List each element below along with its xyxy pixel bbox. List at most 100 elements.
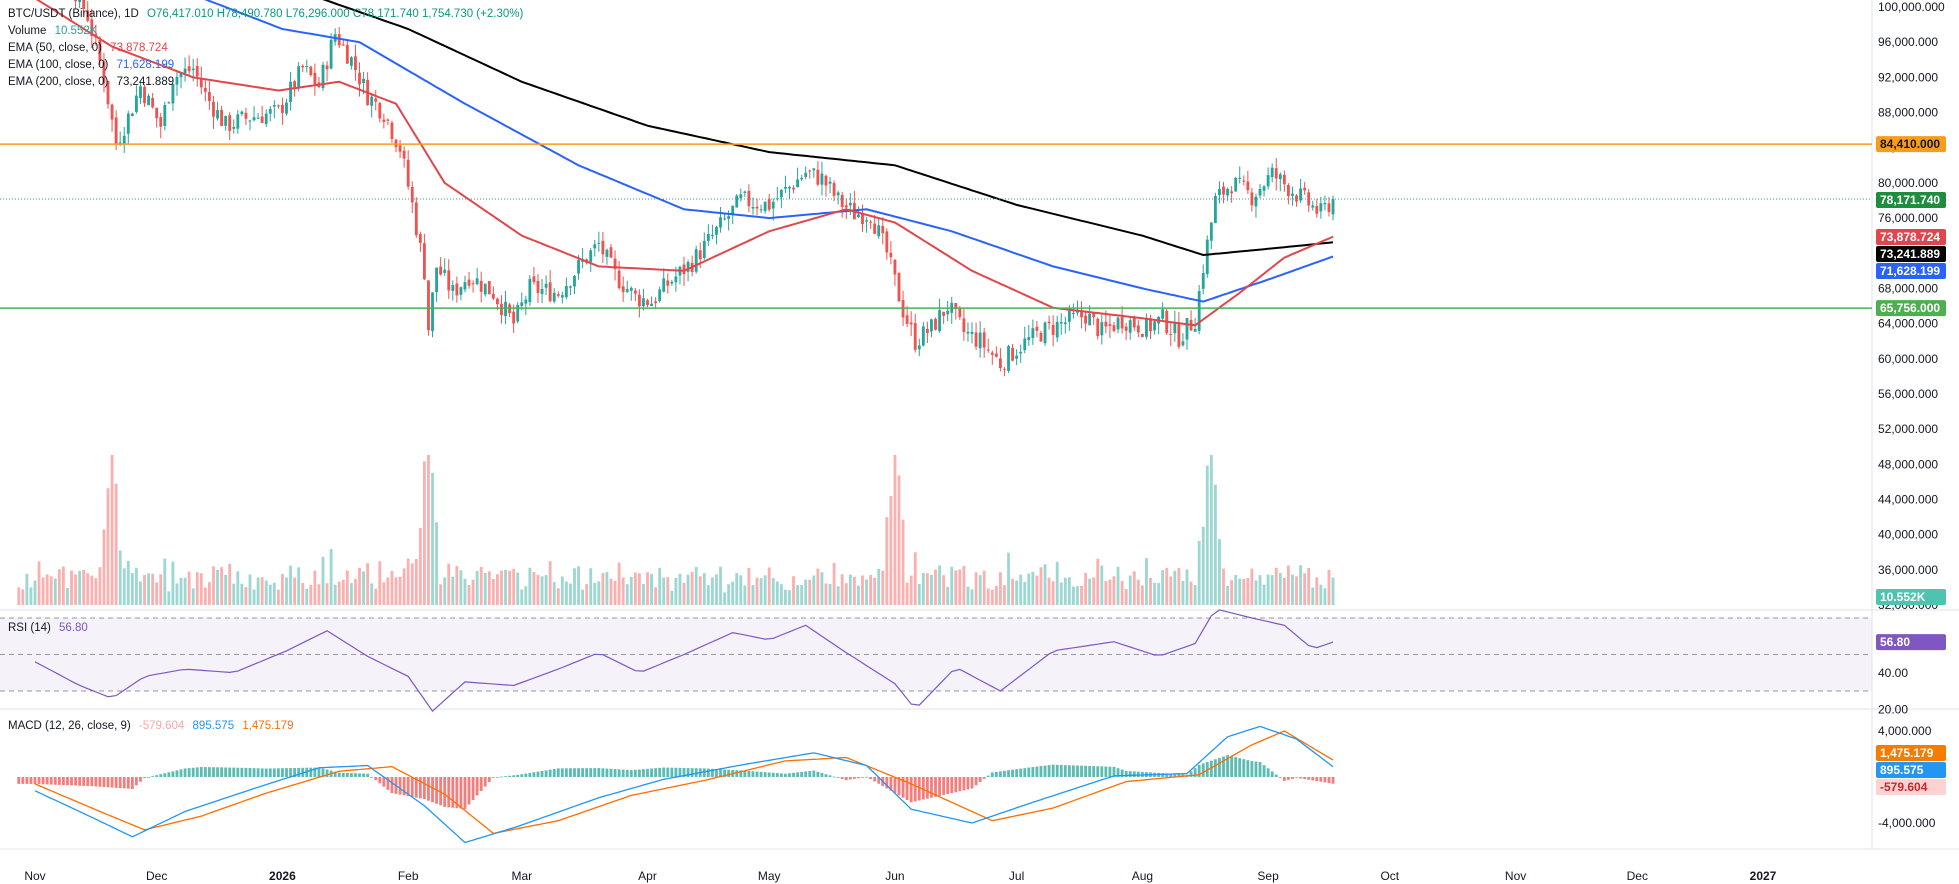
macd-legend[interactable]: MACD (12, 26, close, 9) -579.604 895.575…	[8, 718, 298, 734]
candle-body	[536, 281, 540, 293]
volume-bar	[216, 569, 219, 605]
candle-body	[800, 177, 804, 180]
macd-tick-label: 4,000.000	[1878, 724, 1932, 738]
ema50-legend[interactable]: EMA (50, close, 0) 73,878.724	[8, 40, 173, 56]
volume-bar	[1185, 569, 1189, 605]
volume-bar	[735, 573, 739, 605]
rsi-legend[interactable]: RSI (14) 56.80	[8, 620, 93, 636]
candle-body	[1177, 322, 1181, 347]
volume-bar	[573, 568, 576, 605]
volume-bar	[179, 577, 183, 605]
volume-bar	[613, 580, 617, 605]
macd-hist-bar	[719, 769, 722, 777]
candle-body	[921, 326, 925, 346]
time-axis-label: Jul	[1009, 869, 1024, 883]
volume-bar	[1043, 564, 1047, 605]
macd-hist-bar	[556, 768, 560, 778]
macd-hist-bar	[751, 771, 755, 777]
macd-hist-bar	[212, 767, 215, 777]
volume-bar	[447, 563, 451, 605]
candle-body	[354, 56, 357, 70]
macd-hist-bar	[877, 777, 881, 784]
candle-body	[1193, 329, 1197, 332]
candle-body	[293, 81, 297, 88]
volume-bar	[560, 576, 564, 605]
candle-body	[889, 252, 893, 258]
candle-body	[1286, 184, 1290, 197]
macd-hist-bar	[573, 768, 576, 777]
time-axis-label: 2027	[1750, 869, 1777, 883]
candle-body	[1278, 174, 1282, 180]
macd-hist-bar	[1222, 756, 1225, 777]
time-axis-label: Feb	[398, 869, 419, 883]
candle-body	[1266, 175, 1270, 187]
volume-bar	[1092, 577, 1096, 605]
candle-body	[1153, 321, 1156, 331]
macd-signal-tag-bg	[1876, 745, 1946, 761]
symbol-legend: BTC/USDT (Binance), 1D O76,417.010 H78,4…	[8, 6, 528, 22]
candle-body	[986, 349, 990, 351]
candle-body	[905, 315, 909, 324]
macd-hist-bar	[66, 777, 69, 786]
candle-body	[130, 113, 134, 116]
ema100-value: 71,628.199	[116, 59, 175, 71]
macd-hist-bar	[281, 768, 284, 777]
volume-bar	[378, 561, 382, 605]
macd-hist-bar	[650, 768, 653, 777]
ema100-legend[interactable]: EMA (100, close, 0) 71,628.199	[8, 57, 179, 73]
candle-body	[828, 181, 832, 184]
volume-bar	[240, 583, 244, 605]
volume-bar	[139, 581, 142, 605]
macd-hist-bar	[840, 777, 844, 779]
time-axis-label: Oct	[1380, 869, 1399, 883]
volume-bar	[1055, 561, 1059, 605]
volume-bar	[893, 455, 897, 605]
macd-hist-bar	[609, 768, 613, 777]
macd-hist-bar	[459, 777, 463, 809]
ema200-legend[interactable]: EMA (200, close, 0) 73,241.889	[8, 74, 179, 90]
volume-bar	[678, 573, 682, 605]
macd-hist-bar	[982, 777, 986, 779]
candle-body	[1096, 318, 1100, 337]
volume-bar	[1007, 552, 1010, 605]
volume-bar	[698, 576, 702, 605]
volume-bar	[1238, 578, 1242, 605]
macd-hist-bar	[1165, 773, 1169, 777]
volume-bar	[414, 559, 418, 605]
candle-body	[715, 226, 718, 235]
candle-body	[788, 186, 791, 189]
macd-hist-bar	[1169, 773, 1173, 777]
volume-bar	[276, 589, 280, 605]
candle-body	[187, 66, 191, 72]
volume-bar	[1205, 465, 1209, 605]
volume-bar	[479, 567, 483, 605]
macd-hist-bar	[1315, 777, 1319, 782]
candle-body	[593, 244, 597, 249]
volume-bar	[796, 585, 800, 605]
macd-hist-bar	[528, 772, 532, 777]
candle-body	[1254, 196, 1258, 207]
macd-hist-bar	[422, 777, 426, 800]
macd-hist-bar	[617, 769, 621, 777]
symbol-title[interactable]: BTC/USDT (Binance), 1D	[8, 8, 139, 20]
volume-bar	[297, 567, 301, 605]
candle-body	[1295, 195, 1298, 202]
macd-hist-bar	[171, 771, 175, 777]
volume-legend[interactable]: Volume 10.552K	[8, 23, 102, 39]
volume-bar	[1189, 581, 1193, 605]
candle-body	[755, 206, 759, 209]
candle-body	[212, 101, 215, 117]
macd-hist-bar	[637, 769, 641, 777]
macd-hist-bar	[536, 771, 540, 777]
candle-body	[191, 68, 195, 71]
volume-bar	[1193, 585, 1197, 605]
candle-body	[134, 95, 138, 112]
price-tick-label: 64,000.000	[1878, 317, 1938, 331]
volume-bar	[1266, 574, 1270, 605]
volume-bar	[459, 570, 463, 605]
volume-bar	[134, 567, 138, 605]
volume-bar	[1149, 577, 1152, 605]
time-axis-label: Jun	[885, 869, 904, 883]
